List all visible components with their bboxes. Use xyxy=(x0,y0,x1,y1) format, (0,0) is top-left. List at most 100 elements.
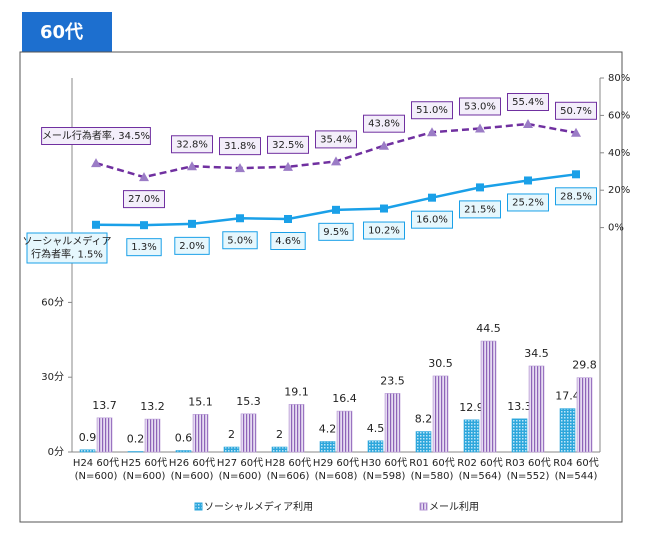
value-label: 32.8% xyxy=(176,139,208,150)
bar-value-label: 2 xyxy=(276,428,283,441)
bar-value-label: 15.1 xyxy=(188,395,213,408)
x-tick-label: H27 60代 xyxy=(217,457,263,469)
bar xyxy=(577,378,592,452)
x-tick-sublabel: (N=600) xyxy=(75,471,118,482)
value-label: 31.8% xyxy=(224,141,256,152)
bar-value-label: 15.3 xyxy=(236,395,261,408)
bar-value-label: 34.5 xyxy=(524,347,549,360)
x-tick-sublabel: (N=606) xyxy=(267,471,310,482)
bar-value-label: 16.4 xyxy=(332,392,357,405)
x-tick-label: R04 60代 xyxy=(553,457,599,469)
x-tick-label: R01 60代 xyxy=(409,457,455,469)
value-label: 21.5% xyxy=(464,204,496,215)
bar-value-label: 2 xyxy=(228,428,235,441)
y2-tick-label: 20% xyxy=(608,185,630,196)
marker xyxy=(332,206,340,214)
x-tick-sublabel: (N=608) xyxy=(315,471,358,482)
value-label: 32.5% xyxy=(272,140,304,151)
x-tick-sublabel: (N=600) xyxy=(123,471,166,482)
bar-value-label: 0.2 xyxy=(127,433,145,446)
chart-title: 60代 xyxy=(40,22,83,43)
bar-value-label: 29.8 xyxy=(572,359,597,372)
x-tick-label: H28 60代 xyxy=(265,457,311,469)
marker xyxy=(140,221,148,229)
value-label: 4.6% xyxy=(275,236,300,247)
value-label: 55.4% xyxy=(512,97,544,108)
bar-value-label: 13.3 xyxy=(507,400,532,413)
bar xyxy=(385,393,400,452)
marker xyxy=(572,170,580,178)
x-tick-label: H24 60代 xyxy=(73,457,119,469)
y2-tick-label: 40% xyxy=(608,148,630,159)
value-label: 5.0% xyxy=(227,235,252,246)
x-tick-sublabel: (N=544) xyxy=(555,471,598,482)
bar-value-label: 23.5 xyxy=(380,374,405,387)
bar-value-label: 44.5 xyxy=(476,322,501,335)
x-tick-sublabel: (N=552) xyxy=(507,471,550,482)
x-tick-label: H26 60代 xyxy=(169,457,215,469)
y-tick-label: 60分 xyxy=(41,296,64,308)
value-label: 51.0% xyxy=(416,105,448,116)
value-label: 28.5% xyxy=(560,191,592,202)
bar-value-label: 13.2 xyxy=(140,400,165,413)
y2-tick-label: 60% xyxy=(608,110,630,121)
bar xyxy=(241,414,256,452)
bar xyxy=(272,447,287,452)
bar xyxy=(80,450,95,452)
bar xyxy=(560,409,575,452)
y-tick-label: 30分 xyxy=(41,371,64,383)
marker xyxy=(428,194,436,202)
legend-label: メール利用 xyxy=(429,501,479,513)
bar xyxy=(145,419,160,452)
marker xyxy=(236,214,244,222)
x-tick-sublabel: (N=564) xyxy=(459,471,502,482)
legend-swatch xyxy=(420,503,427,510)
marker xyxy=(91,158,101,167)
y2-tick-label: 80% xyxy=(608,73,630,84)
bar-value-label: 0.9 xyxy=(79,431,97,444)
legend-swatch xyxy=(195,503,202,510)
y2-tick-label: 0% xyxy=(608,223,624,234)
value-label: メール行為者率, 34.5% xyxy=(42,129,150,142)
bar xyxy=(320,442,335,452)
bar-value-label: 19.1 xyxy=(284,385,309,398)
value-label: 35.4% xyxy=(320,134,352,145)
x-tick-label: R02 60代 xyxy=(457,457,503,469)
value-label: 10.2% xyxy=(368,226,400,237)
bar-value-label: 4.2 xyxy=(319,423,337,436)
legend-label: ソーシャルメディア利用 xyxy=(204,500,313,513)
bar-value-label: 17.4 xyxy=(555,390,580,403)
marker xyxy=(188,220,196,228)
value-label: 53.0% xyxy=(464,101,496,112)
x-tick-sublabel: (N=600) xyxy=(219,471,262,482)
bar-value-label: 30.5 xyxy=(428,357,453,370)
bar xyxy=(416,432,431,452)
value-label: 1.3% xyxy=(131,242,156,253)
value-label: 50.7% xyxy=(560,106,592,117)
value-label: 43.8% xyxy=(368,119,400,130)
marker xyxy=(476,183,484,191)
value-label: 2.0% xyxy=(179,241,204,252)
marker xyxy=(92,221,100,229)
bar xyxy=(368,441,383,452)
bar-value-label: 0.6 xyxy=(175,432,193,445)
x-tick-sublabel: (N=600) xyxy=(171,471,214,482)
bar xyxy=(97,418,112,452)
x-tick-sublabel: (N=598) xyxy=(363,471,406,482)
x-tick-label: R03 60代 xyxy=(505,457,551,469)
bar xyxy=(289,404,304,452)
bar-value-label: 13.7 xyxy=(92,399,117,412)
x-tick-label: H30 60代 xyxy=(361,457,407,469)
value-label: 25.2% xyxy=(512,197,544,208)
bar xyxy=(337,411,352,452)
bar xyxy=(464,420,479,452)
y-tick-label: 0分 xyxy=(48,446,64,458)
marker xyxy=(380,205,388,213)
bar-value-label: 8.2 xyxy=(415,413,433,426)
line xyxy=(96,174,576,225)
x-tick-sublabel: (N=580) xyxy=(411,471,454,482)
bar xyxy=(481,341,496,452)
value-label: 27.0% xyxy=(128,194,160,205)
bar xyxy=(529,366,544,452)
